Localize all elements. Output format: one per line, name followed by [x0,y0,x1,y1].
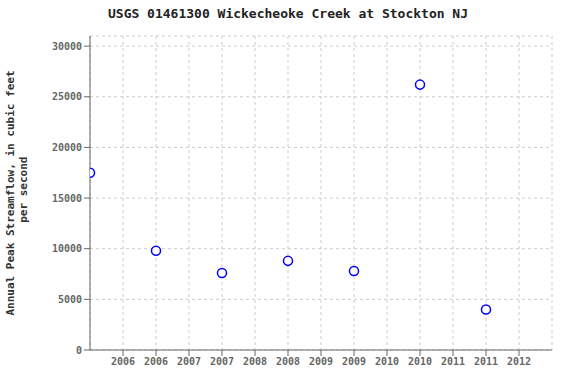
svg-text:30000: 30000 [52,41,82,52]
svg-text:2009: 2009 [342,356,366,367]
svg-text:2012: 2012 [507,356,531,367]
svg-text:10000: 10000 [52,243,82,254]
html-text:USGS 01461300 Wickecheoke Cree: USGS 01461300 Wickecheoke Creek at Stock… [108,6,468,21]
svg-text:2007: 2007 [210,356,234,367]
svg-text:2010: 2010 [408,356,432,367]
svg-text:2008: 2008 [276,356,300,367]
svg-text:2007: 2007 [177,356,201,367]
svg-text:0: 0 [76,345,82,356]
svg-text:2011: 2011 [441,356,465,367]
svg-text:2008: 2008 [243,356,267,367]
svg-text:2009: 2009 [309,356,333,367]
svg-text:2006: 2006 [111,356,135,367]
svg-text:Annual Peak Streamflow, in cub: Annual Peak Streamflow, in cubic feet pe… [8,70,30,315]
svg-text:2010: 2010 [375,356,399,367]
svg-text:20000: 20000 [52,142,82,153]
svg-text:15000: 15000 [52,193,82,204]
svg-text:5000: 5000 [58,294,82,305]
svg-text:2006: 2006 [144,356,168,367]
svg-text:2011: 2011 [474,356,498,367]
svg-text:25000: 25000 [52,91,82,102]
